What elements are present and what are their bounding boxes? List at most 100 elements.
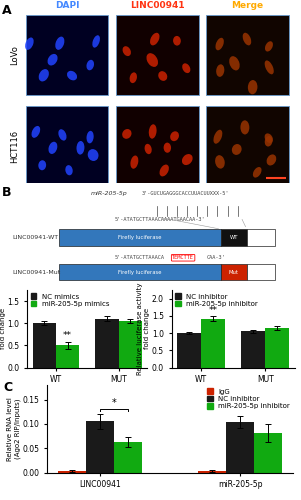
Ellipse shape [65,165,73,175]
Ellipse shape [170,132,179,141]
Text: CAA-3': CAA-3' [206,256,225,260]
Ellipse shape [213,130,222,143]
Ellipse shape [55,36,64,50]
Text: 5'-ATATGCTTAAACAAAATGAACAA-3': 5'-ATATGCTTAAACAAAATGAACAA-3' [114,217,205,222]
Text: **: ** [209,306,218,315]
Text: Firefly luciferase: Firefly luciferase [118,270,162,274]
Bar [247,230,275,246]
Ellipse shape [182,64,190,73]
Ellipse shape [243,32,251,46]
Bar [26,14,108,95]
Ellipse shape [67,71,77,81]
Ellipse shape [92,35,100,48]
Ellipse shape [253,167,262,177]
Ellipse shape [38,160,46,170]
Bar [206,106,289,186]
Ellipse shape [39,69,49,82]
Ellipse shape [88,149,98,161]
Bar [226,422,254,472]
Ellipse shape [216,64,224,77]
Ellipse shape [215,155,225,168]
Text: C: C [3,381,12,394]
Text: LINC00941-Mut: LINC00941-Mut [12,270,60,274]
Legend: IgG, NC inhibitor, miR-205-5p inhibitor: IgG, NC inhibitor, miR-205-5p inhibitor [207,388,290,409]
Ellipse shape [147,53,158,67]
Bar [247,264,275,280]
Bar [33,323,56,368]
Ellipse shape [160,164,169,176]
Bar [201,318,225,368]
Text: 5'-ATATGCTTAAACA: 5'-ATATGCTTAAACA [114,256,164,260]
Ellipse shape [144,144,152,154]
Ellipse shape [248,80,257,94]
Text: B: B [2,186,11,199]
Text: LINC00941: LINC00941 [130,1,185,10]
Ellipse shape [229,56,240,70]
Ellipse shape [58,129,67,140]
Legend: NC inhibitor, miR-205-5p inhibitor: NC inhibitor, miR-205-5p inhibitor [175,294,258,307]
Ellipse shape [240,120,249,134]
Bar [95,319,119,368]
Ellipse shape [216,38,224,50]
Bar [116,14,199,95]
Ellipse shape [265,60,274,74]
Ellipse shape [123,46,131,56]
Bar [206,14,289,95]
Text: Merge: Merge [231,1,264,10]
Bar [177,333,201,368]
Ellipse shape [86,60,94,70]
Text: LoVo: LoVo [11,45,20,64]
Ellipse shape [130,156,138,168]
Ellipse shape [267,154,276,166]
Ellipse shape [150,33,160,46]
Ellipse shape [232,144,242,155]
Bar [59,264,221,280]
Ellipse shape [149,124,157,138]
Text: *: * [112,398,116,408]
Bar [221,264,247,280]
Bar [265,328,289,368]
Text: TEMCTTE: TEMCTTE [172,256,194,260]
Bar [59,230,221,246]
Y-axis label: Relative RNA level
(Ago2 RIP/Inputs): Relative RNA level (Ago2 RIP/Inputs) [7,397,21,460]
Ellipse shape [25,38,34,50]
Text: LINC00941-WT: LINC00941-WT [12,235,58,240]
Bar [198,470,226,472]
Ellipse shape [130,72,137,83]
Bar [221,230,247,246]
Bar [114,442,142,472]
Ellipse shape [86,131,94,143]
Text: WT: WT [230,235,238,240]
Text: Mut: Mut [229,270,239,274]
Bar [56,346,79,368]
Bar [254,433,282,472]
Text: HCT116: HCT116 [11,130,20,162]
Ellipse shape [158,71,167,81]
Y-axis label: Relative luciferase activity
fold change: Relative luciferase activity fold change [0,282,6,375]
Ellipse shape [48,142,57,154]
Ellipse shape [48,54,57,66]
Bar [119,321,142,368]
Text: DAPI: DAPI [55,1,79,10]
Ellipse shape [173,36,181,46]
Bar [86,422,114,472]
Ellipse shape [122,129,132,139]
Bar [58,470,86,472]
Legend: NC mimics, miR-205-5p mimics: NC mimics, miR-205-5p mimics [31,294,109,307]
Ellipse shape [182,154,193,165]
Text: 3'-GUCUGAGGGCACCUUACUUXXX-5': 3'-GUCUGAGGGCACCUUACUUXXX-5' [141,191,229,196]
Bar [116,106,199,186]
Ellipse shape [265,136,272,146]
Bar [241,332,265,368]
Ellipse shape [265,41,273,51]
Text: Firefly luciferase: Firefly luciferase [118,235,162,240]
Ellipse shape [76,141,84,154]
Ellipse shape [265,134,273,143]
Text: **: ** [63,332,72,340]
Y-axis label: Relative luciferase activity
fold change: Relative luciferase activity fold change [138,282,150,375]
Bar [26,106,108,186]
Ellipse shape [164,142,171,153]
Ellipse shape [32,126,40,138]
Text: miR-205-5p: miR-205-5p [90,191,127,196]
Text: A: A [2,4,11,16]
